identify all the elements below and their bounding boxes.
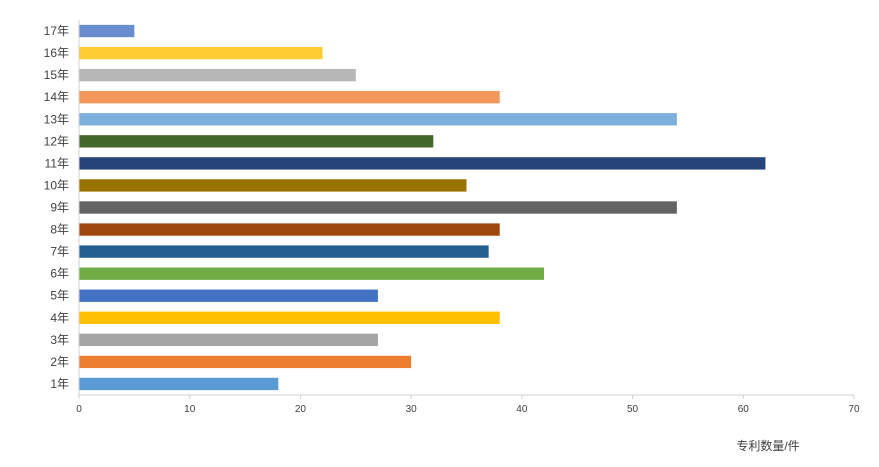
bar-14 — [79, 91, 500, 104]
bar-17 — [79, 24, 135, 38]
y-tick-label: 11年 — [45, 156, 69, 170]
bar-10 — [79, 179, 467, 192]
x-tick-label: 0 — [76, 404, 82, 415]
bar-15 — [79, 68, 356, 82]
bars-group — [79, 24, 766, 391]
bar-12 — [79, 135, 434, 148]
x-axis-title: 专利数量/件 — [736, 438, 799, 453]
bar-11 — [79, 157, 766, 170]
bar-4 — [79, 311, 500, 324]
y-tick-label: 8年 — [50, 223, 69, 237]
y-tick-label: 4年 — [50, 311, 69, 325]
y-tick-label: 6年 — [50, 267, 69, 281]
x-tick-label: 20 — [295, 404, 307, 415]
y-tick-label: 1年 — [50, 377, 69, 391]
bar-3 — [79, 333, 378, 347]
bar-6 — [79, 267, 544, 280]
y-tick-label: 15年 — [44, 68, 69, 82]
x-tick-label: 60 — [738, 404, 750, 415]
y-tick-label: 2年 — [50, 355, 69, 369]
x-tick-label: 50 — [627, 404, 639, 415]
x-tick-label: 70 — [848, 404, 860, 415]
bar-16 — [79, 46, 323, 60]
y-axis-labels: 1年 2年 3年 4年 5年 6年 7年 8年 9年 10年 11年 12年 13年 14年 15年 16年 1… — [44, 24, 69, 391]
bar-9 — [79, 201, 677, 214]
y-tick-label: 5年 — [50, 289, 69, 303]
y-tick-label: 3年 — [50, 333, 69, 347]
bar-7 — [79, 245, 489, 258]
y-tick-label: 12年 — [44, 134, 69, 148]
y-tick-label: 7年 — [50, 245, 69, 259]
y-tick-label: 10年 — [44, 178, 69, 192]
y-tick-label: 9年 — [50, 201, 69, 215]
x-tick-label: 10 — [184, 404, 196, 415]
y-tick-label: 17年 — [44, 24, 69, 38]
x-tick-label: 30 — [406, 404, 418, 415]
bar-8 — [79, 223, 500, 236]
y-tick-label: 13年 — [44, 112, 69, 126]
y-tick-label: 16年 — [44, 46, 69, 60]
x-axis-ticks: 0 10 20 30 40 50 60 70 — [76, 395, 860, 415]
bar-1 — [79, 377, 279, 391]
y-tick-label: 14年 — [44, 90, 69, 104]
x-tick-label: 40 — [516, 404, 528, 415]
bar-5 — [79, 289, 378, 302]
bar-13 — [79, 113, 677, 126]
bar-2 — [79, 355, 412, 369]
